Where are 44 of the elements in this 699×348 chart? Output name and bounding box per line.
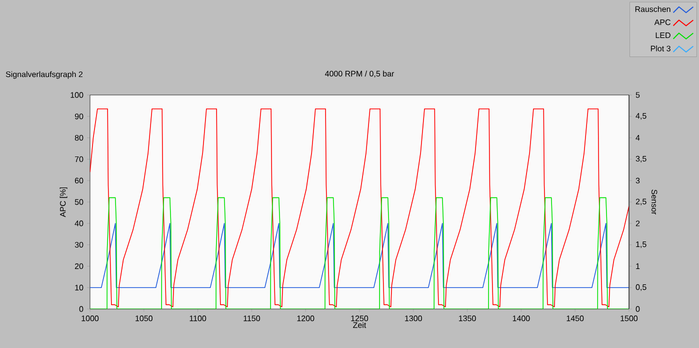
y2-tick-label: 4,5 (636, 113, 646, 120)
y2-tick-label: 0 (636, 306, 640, 312)
y-tick-label: 0 (79, 306, 84, 312)
legend-label: APC (654, 19, 670, 26)
x-tick-label: 1150 (244, 316, 260, 322)
x-tick-label: 1450 (566, 316, 584, 322)
y2-tick-label: 4 (636, 135, 640, 141)
line-series (90, 197, 629, 309)
legend-label: LED (656, 32, 670, 38)
text: Signalverlaufsgraph 2 (6, 71, 82, 79)
y-tick-label: 60 (74, 178, 84, 184)
x-axis-title: Zeit (353, 322, 366, 328)
y-tick-label: 20 (74, 263, 84, 270)
y2-axis-title: Sensor (652, 190, 658, 215)
y-tick-label: 70 (74, 156, 84, 162)
x-tick-label: 1350 (459, 316, 476, 322)
x-tick-label: 1250 (351, 316, 368, 322)
x-tick-label: 1500 (620, 316, 638, 322)
y2-tick-label: 3 (636, 178, 640, 184)
chart-title: 4000 RPM / 0,5 bar (325, 70, 394, 78)
y2-tick-label: 2,5 (636, 198, 646, 206)
x-tick-label: 1300 (405, 316, 422, 322)
y2-tick-label: 0,5 (636, 284, 646, 291)
y2-tick-label: 1,5 (636, 242, 646, 248)
x-tick-label: 1000 (82, 316, 99, 322)
x-tick-label: 1050 (136, 316, 152, 322)
y-tick-label: 100 (70, 92, 84, 98)
y-tick-label: 50 (74, 199, 84, 205)
legend-label: Plot 3 (650, 45, 670, 52)
y2-tick-label: 5 (636, 92, 640, 98)
y-axis-title: APC [%] (60, 187, 68, 218)
y-tick-label: 80 (74, 134, 84, 141)
y-tick-label: 40 (74, 220, 84, 226)
line-series (90, 108, 629, 308)
y-tick-label: 90 (74, 114, 84, 120)
x-tick-label: 1100 (190, 316, 206, 322)
x-tick-label: 1200 (297, 316, 314, 322)
y-tick-label: 30 (74, 242, 84, 248)
legend-label: Rauschen (635, 6, 670, 12)
y2-tick-label: 1 (636, 263, 640, 269)
y2-tick-label: 2 (636, 220, 640, 226)
x-tick-label: 1400 (512, 316, 530, 322)
y-tick-label: 10 (75, 284, 84, 290)
y2-tick-label: 3,5 (636, 156, 646, 162)
